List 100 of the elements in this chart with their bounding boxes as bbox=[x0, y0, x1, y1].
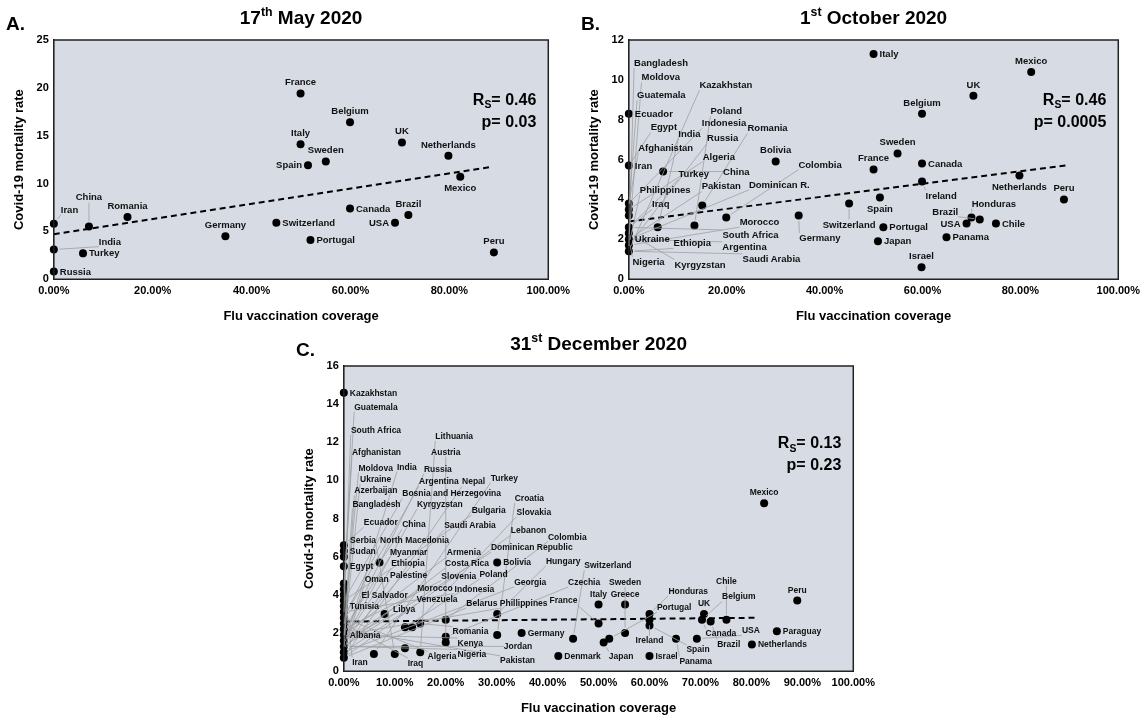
annotation: Pakistan bbox=[500, 655, 536, 666]
x-tick-label: 0.00% bbox=[613, 283, 645, 296]
annotation: Chile bbox=[716, 575, 738, 586]
annotation: Japan bbox=[883, 235, 912, 247]
annotation: Venezuela bbox=[416, 594, 458, 605]
annotation: UK bbox=[697, 598, 712, 609]
annotation: USA bbox=[940, 217, 961, 229]
annotation: Netherlands bbox=[991, 180, 1047, 192]
x-tick-label: 100.00% bbox=[831, 675, 876, 688]
annotation: Iran bbox=[60, 203, 79, 215]
annotation: North Macedonia bbox=[380, 535, 450, 546]
annotation: Ukraine bbox=[360, 474, 392, 485]
annotation: Iraq bbox=[407, 657, 424, 668]
annotation: China bbox=[402, 519, 427, 530]
y-tick-label: 10 bbox=[611, 72, 624, 85]
x-tick-label: 0.00% bbox=[328, 675, 360, 688]
annotation: Kenya bbox=[457, 637, 484, 648]
annotation: Canada bbox=[705, 628, 737, 639]
annotation: Sweden bbox=[879, 136, 916, 148]
annotation: Albania bbox=[349, 629, 381, 640]
annotation: Colombia bbox=[798, 158, 843, 170]
annotation: Argentina bbox=[722, 241, 768, 253]
x-tick-label: 40.00% bbox=[528, 675, 567, 688]
y-tick-label: 15 bbox=[36, 128, 49, 141]
x-axis-title: Flu vaccination coverage bbox=[520, 699, 677, 715]
y-tick-label: 0 bbox=[332, 664, 339, 677]
x-tick-label: 80.00% bbox=[1001, 283, 1040, 296]
annotation: Spain bbox=[686, 644, 710, 655]
annotation: Canada bbox=[928, 157, 964, 169]
annotation: Serbia bbox=[350, 534, 377, 545]
x-tick-label: 60.00% bbox=[630, 675, 669, 688]
annotation: Algeria bbox=[702, 150, 736, 162]
annotation: Myanmar bbox=[389, 546, 428, 557]
annotation: Nigeria bbox=[632, 256, 666, 268]
annotation: Kazakhstan bbox=[699, 79, 753, 91]
annotation: Russia bbox=[707, 132, 739, 144]
y-tick-label: 0 bbox=[617, 272, 624, 285]
annotation: Egypt bbox=[349, 561, 374, 572]
x-axis-title: Flu vaccination coverage bbox=[795, 307, 952, 323]
annotation: Poland bbox=[479, 569, 508, 580]
annotation: Turkey bbox=[490, 472, 519, 483]
annotation: India bbox=[396, 461, 418, 472]
y-axis-title: Covid-19 mortality rate bbox=[11, 89, 27, 231]
annotation: France bbox=[549, 595, 578, 606]
annotation: Germany bbox=[527, 627, 565, 638]
annotation: Portugal bbox=[316, 234, 355, 246]
annotation: Honduras bbox=[971, 197, 1017, 209]
annotation: Portugal bbox=[889, 221, 928, 233]
y-tick-label: 8 bbox=[332, 511, 339, 524]
annotation: Palestine bbox=[389, 569, 428, 580]
annotation: Ecuador bbox=[363, 517, 399, 528]
annotation: Peru bbox=[1053, 182, 1075, 194]
annotation: Afghanistan bbox=[638, 141, 694, 153]
annotation: Ireland bbox=[635, 635, 664, 646]
annotation: Spain bbox=[866, 202, 894, 214]
x-tick-label: 100.00% bbox=[526, 283, 571, 296]
x-tick-label: 60.00% bbox=[903, 283, 942, 296]
annotation: Brazil bbox=[717, 638, 741, 649]
annotation: Philippines bbox=[639, 183, 691, 195]
x-tick-label: 20.00% bbox=[708, 283, 746, 296]
annotation: Croatia bbox=[514, 492, 545, 503]
y-axis-title: Covid-19 mortality rate bbox=[586, 89, 602, 231]
annotation: Switzerland bbox=[822, 218, 876, 230]
y-tick-label: 6 bbox=[617, 152, 624, 165]
annotation: USA bbox=[741, 625, 760, 636]
annotation: Panama bbox=[952, 231, 990, 243]
annotation: Morocco bbox=[739, 216, 780, 228]
annotation: Jordan bbox=[503, 641, 533, 652]
annotation: Guatemala bbox=[637, 88, 687, 100]
y-tick-label: 2 bbox=[617, 232, 624, 245]
x-tick-label: 50.00% bbox=[579, 675, 618, 688]
x-tick-label: 30.00% bbox=[478, 675, 516, 688]
annotation: Switzerland bbox=[584, 560, 632, 571]
x-tick-label: 20.00% bbox=[134, 283, 172, 296]
annotation: Moldova bbox=[641, 71, 681, 83]
annotation: Kyrgyzstan bbox=[416, 499, 463, 510]
annotation: France bbox=[284, 76, 317, 88]
annotation: Moldova bbox=[358, 462, 394, 473]
annotation: Costa Rica bbox=[445, 558, 490, 569]
annotation: Saudi Arabia bbox=[742, 253, 802, 265]
annotation: Nepal bbox=[462, 476, 486, 487]
annotation: Oman bbox=[364, 573, 389, 584]
annotation: Indonesia bbox=[454, 583, 495, 594]
annotation: Colombia bbox=[547, 531, 587, 542]
x-tick-label: 40.00% bbox=[232, 283, 271, 296]
annotation: Slovakia bbox=[516, 506, 552, 517]
annotation: Ukraine bbox=[634, 233, 670, 245]
annotation: Turkey bbox=[89, 247, 121, 259]
annotation: Slovenia bbox=[441, 570, 477, 581]
text: B. bbox=[581, 13, 600, 34]
annotation: Czechia bbox=[568, 577, 601, 588]
annotation: p= 0.03 bbox=[481, 112, 537, 130]
annotation: Belgium bbox=[903, 96, 941, 108]
annotation: UK bbox=[966, 78, 981, 90]
annotation: Russia bbox=[59, 265, 92, 277]
annotation: Chile bbox=[1001, 217, 1026, 229]
annotation: Saudi Arabia bbox=[444, 520, 497, 531]
annotation: Poland bbox=[710, 104, 743, 116]
x-tick-label: 80.00% bbox=[430, 283, 469, 296]
annotation: China bbox=[75, 191, 103, 203]
